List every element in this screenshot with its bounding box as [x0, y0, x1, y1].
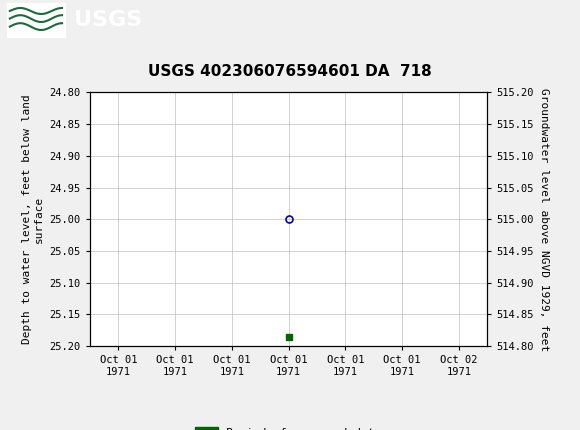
Legend: Period of approved data: Period of approved data [191, 423, 386, 430]
Text: USGS: USGS [74, 10, 142, 30]
Bar [7, 3, 65, 37]
Y-axis label: Depth to water level, feet below land
surface: Depth to water level, feet below land su… [23, 95, 44, 344]
Y-axis label: Groundwater level above NGVD 1929, feet: Groundwater level above NGVD 1929, feet [539, 88, 549, 351]
Text: USGS 402306076594601 DA  718: USGS 402306076594601 DA 718 [148, 64, 432, 79]
